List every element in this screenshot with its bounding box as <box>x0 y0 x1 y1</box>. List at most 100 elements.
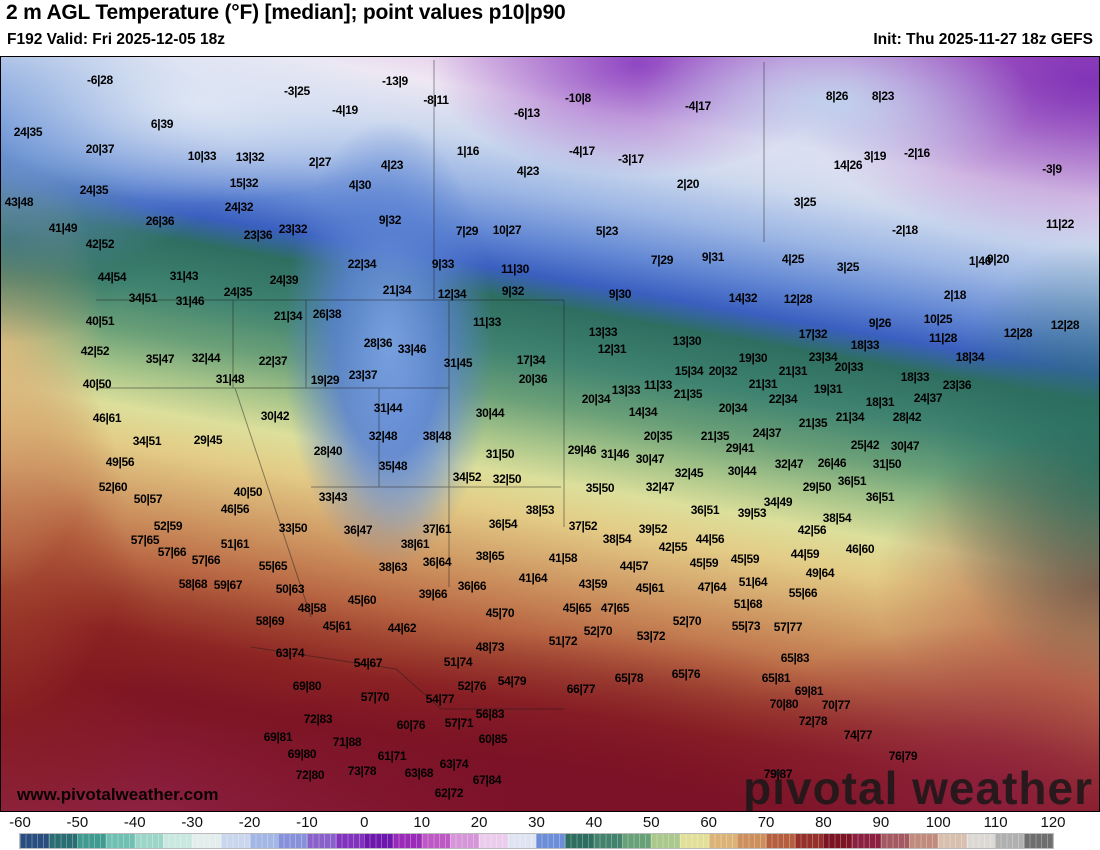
point-value: 31|50 <box>485 447 515 461</box>
colorbar-cell <box>507 834 537 848</box>
point-value: -4|17 <box>685 99 711 113</box>
colorbar-cell <box>479 834 508 848</box>
point-value: 34|51 <box>128 291 158 305</box>
point-value: 76|79 <box>888 749 918 763</box>
point-value: 45|70 <box>485 606 515 620</box>
point-value: 28|36 <box>363 336 393 350</box>
point-value: 51|74 <box>443 655 473 669</box>
point-value: 3|25 <box>793 195 817 209</box>
point-value: 20|32 <box>708 364 738 378</box>
point-value: 52|70 <box>583 624 613 638</box>
point-value: 34|52 <box>452 470 482 484</box>
point-value: 21|34 <box>382 283 412 297</box>
point-value: -10|8 <box>565 91 591 105</box>
point-value: 20|34 <box>718 401 748 415</box>
colorbar-tick-label: 60 <box>700 814 717 831</box>
point-value: 21|35 <box>700 429 730 443</box>
point-value: 3|25 <box>836 260 860 274</box>
point-value: 11|22 <box>1046 217 1074 231</box>
point-value: 48|58 <box>297 601 327 615</box>
point-value: 71|88 <box>332 735 362 749</box>
point-value: 24|35 <box>79 183 109 197</box>
point-value: 29|46 <box>567 443 597 457</box>
point-value: 9|33 <box>431 257 455 271</box>
colorbar-cell <box>421 834 451 848</box>
point-value: 21|35 <box>673 387 703 401</box>
point-value: 65|78 <box>614 671 644 685</box>
point-value: 20|33 <box>834 360 864 374</box>
point-value: 23|34 <box>808 350 838 364</box>
point-value: 69|81 <box>263 730 293 744</box>
point-value: 20|36 <box>518 372 548 386</box>
point-value: 13|33 <box>588 325 618 339</box>
point-value: 1|46 <box>968 254 992 268</box>
point-value: 24|37 <box>913 391 943 405</box>
point-value: 42|52 <box>85 237 115 251</box>
point-value: 32|47 <box>774 457 804 471</box>
point-value: 13|33 <box>611 383 641 397</box>
point-value: 36|54 <box>488 517 518 531</box>
colorbar-cell <box>163 834 193 848</box>
point-value: 17|34 <box>516 353 546 367</box>
point-value: 36|51 <box>837 474 867 488</box>
point-value: 38|61 <box>400 537 430 551</box>
point-value: 11|33 <box>644 378 672 392</box>
point-value: 30|44 <box>475 406 505 420</box>
point-value: 46|61 <box>92 411 122 425</box>
colorbar-tick-label: 90 <box>872 814 890 831</box>
colorbar-tick-label: 70 <box>757 814 775 831</box>
point-value: 58|69 <box>255 614 285 628</box>
point-value: 32|44 <box>191 351 221 365</box>
point-value: 24|39 <box>269 273 299 287</box>
point-value: 9|32 <box>378 213 402 227</box>
colorbar-cell <box>679 834 709 848</box>
point-value: 63|74 <box>275 646 305 660</box>
point-value: -6|13 <box>514 106 540 120</box>
point-value: 29|41 <box>725 441 755 455</box>
point-value: 51|64 <box>738 575 768 589</box>
point-value: 52|70 <box>672 614 702 628</box>
point-value: 10|25 <box>923 312 953 326</box>
point-value: 52|60 <box>98 480 128 494</box>
point-value: 65|83 <box>780 651 810 665</box>
point-value: 35|48 <box>378 459 408 473</box>
point-value: 34|51 <box>132 434 162 448</box>
point-value: 17|32 <box>798 327 828 341</box>
point-value: -4|19 <box>332 103 358 117</box>
point-value: 11|30 <box>501 262 529 276</box>
point-value: 32|47 <box>645 480 675 494</box>
point-value: 45|61 <box>635 581 665 595</box>
point-value: 72|80 <box>295 768 325 782</box>
point-value: 79|87 <box>763 767 793 781</box>
point-value: 8|23 <box>871 89 895 103</box>
point-value: -2|16 <box>904 146 930 160</box>
point-value: 69|80 <box>287 747 317 761</box>
point-value: 38|65 <box>475 549 505 563</box>
point-value: 30|47 <box>635 452 665 466</box>
point-value: 70|77 <box>821 698 851 712</box>
colorbar-cell <box>48 834 78 848</box>
point-value: 24|32 <box>224 200 254 214</box>
point-value: 33|43 <box>318 490 348 504</box>
point-value: 35|47 <box>145 352 175 366</box>
colorbar-tick-label: 120 <box>1040 814 1066 831</box>
colorbar-cell <box>249 834 279 848</box>
point-value: 12|28 <box>1003 326 1033 340</box>
temperature-map[interactable]: -6|28 -3|25 -13|9 -8|11 -4|19 -6|13 24|35 6|39 2… <box>0 56 1100 812</box>
point-value: 73|78 <box>347 764 377 778</box>
colorbar-cell <box>765 834 795 848</box>
point-value: 24|35 <box>223 285 253 299</box>
colorbar-tick-label: 0 <box>360 814 369 831</box>
point-value: 54|77 <box>425 692 455 706</box>
colorbar-cell <box>134 834 164 848</box>
point-value: 39|52 <box>638 522 668 536</box>
point-value: 40|50 <box>233 485 263 499</box>
point-value: 42|52 <box>80 344 110 358</box>
point-value: 28|40 <box>313 444 343 458</box>
point-value: 56|83 <box>475 707 505 721</box>
brand-watermark: pivotal weather <box>743 762 1093 812</box>
point-value: 7|29 <box>650 253 674 267</box>
colorbar-cell <box>364 834 393 848</box>
point-value: 21|35 <box>798 416 828 430</box>
point-value: 5|23 <box>595 224 619 238</box>
